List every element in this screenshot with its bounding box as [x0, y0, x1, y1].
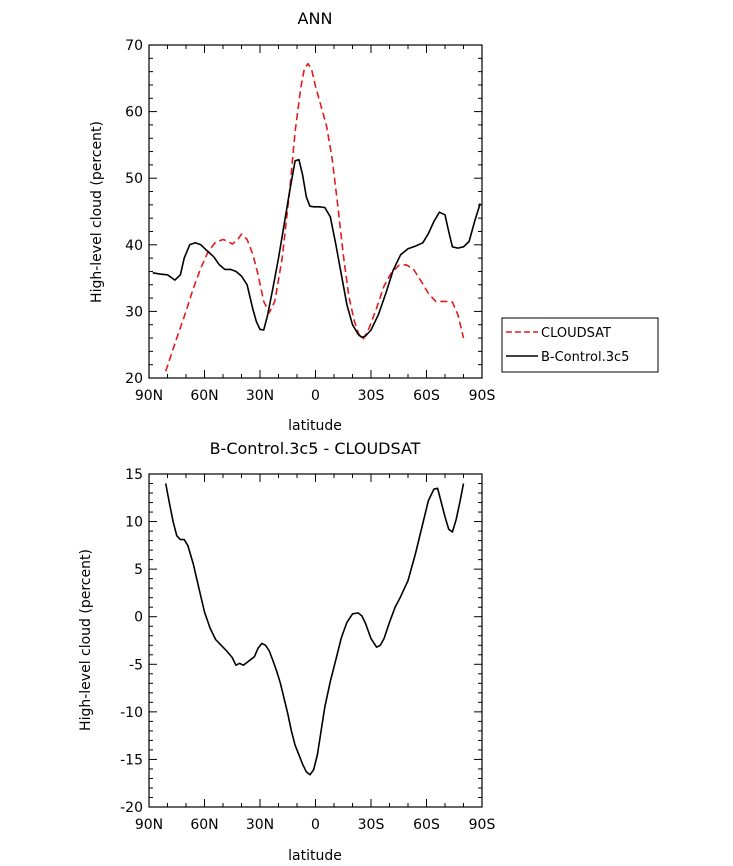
bottom-series-group — [164, 483, 465, 776]
bottom-y-tick-label: 0 — [134, 610, 143, 626]
top-plot-frame — [148, 44, 483, 379]
top-y-tick-label: 50 — [125, 171, 143, 187]
bottom-x-tick-label: 90N — [135, 817, 163, 833]
top-series-line-b-control-3c5 — [152, 158, 481, 339]
top-axis-ticks: 90N 60N 30N 0 30S 60S 90S 20 30 40 50 60 70 — [125, 38, 495, 404]
bottom-x-tick-label: 60N — [190, 817, 218, 833]
top-y-tick-label: 20 — [125, 371, 143, 387]
bottom-x-axis-label: latitude — [288, 848, 342, 864]
top-x-tick-label: 0 — [311, 388, 320, 404]
top-series-group — [152, 62, 481, 372]
bottom-x-tick-label: 90S — [469, 817, 496, 833]
top-chart-title: ANN — [298, 9, 333, 28]
top-y-tick-label: 30 — [125, 304, 143, 320]
bottom-y-tick-label: -10 — [120, 705, 143, 721]
bottom-plot-frame — [148, 473, 483, 808]
top-x-tick-label: 60S — [413, 388, 440, 404]
top-panel: ANN High-level cloud (percent) latitude … — [89, 9, 495, 434]
bottom-y-tick-label: -15 — [120, 752, 143, 768]
bottom-y-tick-label: 5 — [134, 562, 143, 578]
legend-box — [501, 317, 659, 373]
bottom-series-line-0 — [164, 483, 465, 776]
top-y-tick-label: 60 — [125, 105, 143, 121]
top-x-tick-label: 30N — [246, 388, 274, 404]
top-y-tick-label: 70 — [125, 38, 143, 54]
bottom-x-tick-label: 60S — [413, 817, 440, 833]
bottom-y-tick-label: -20 — [120, 800, 143, 816]
top-y-tick-label: 40 — [125, 238, 143, 254]
bottom-panel: B-Control.3c5 - CLOUDSAT High-level clou… — [78, 439, 495, 864]
bottom-x-tick-label: 30S — [358, 817, 385, 833]
top-x-tick-label: 90N — [135, 388, 163, 404]
bottom-axis-ticks: 90N 60N 30N 0 30S 60S 90S -20 -15 -10 -5 0 5 10 15 — [120, 467, 495, 833]
bottom-chart-title: B-Control.3c5 - CLOUDSAT — [210, 439, 421, 458]
top-x-tick-label: 30S — [358, 388, 385, 404]
bottom-y-tick-label: 15 — [125, 467, 143, 483]
legend-label-bcontrol: B-Control.3c5 — [541, 350, 629, 365]
legend: CLOUDSAT B-Control.3c5 — [501, 317, 659, 373]
top-y-axis-label: High-level cloud (percent) — [89, 121, 105, 303]
top-series-line-cloudsat — [164, 62, 465, 372]
bottom-x-tick-label: 0 — [311, 817, 320, 833]
top-x-tick-label: 60N — [190, 388, 218, 404]
bottom-y-tick-label: -5 — [129, 657, 143, 673]
bottom-y-axis-label: High-level cloud (percent) — [78, 549, 94, 731]
bottom-y-tick-label: 10 — [125, 515, 143, 531]
top-x-axis-label: latitude — [288, 418, 342, 434]
bottom-x-tick-label: 30N — [246, 817, 274, 833]
top-x-tick-label: 90S — [469, 388, 496, 404]
legend-label-cloudsat: CLOUDSAT — [541, 326, 611, 341]
